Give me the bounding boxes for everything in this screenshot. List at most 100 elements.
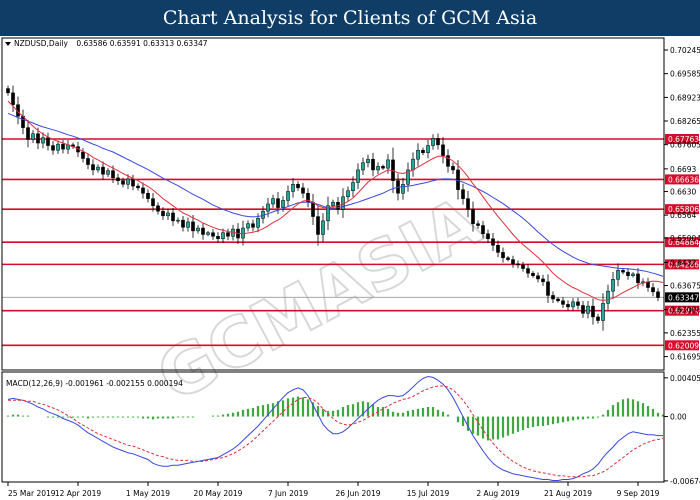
candle-bull [356, 169, 360, 183]
candle-bull [221, 232, 225, 240]
current-price-tag-label: 0.63347 [668, 293, 699, 302]
candle-bull [331, 201, 335, 207]
price-panel-label: NZDUSD,Daily 0.63586 0.63591 0.63313 0.6… [14, 39, 208, 48]
candle-bull [271, 198, 275, 205]
candle-bear [226, 232, 230, 237]
candle-bear [251, 223, 255, 228]
candle-bear [621, 270, 625, 273]
price-y-tick-label: 0.63675 [670, 282, 700, 291]
candle-bear [576, 301, 580, 306]
x-tick-label: 25 Mar 2019 [8, 489, 56, 498]
candle-bear [556, 298, 560, 302]
candle-bull [401, 184, 405, 194]
candle-bear [496, 244, 500, 253]
candle-bear [51, 145, 55, 151]
candle-bear [491, 238, 495, 246]
candle-bull [601, 303, 605, 321]
candle-bull [206, 232, 210, 235]
axes-layer: 0.70245 0.69585 0.68923 0.68265 0.67605 0.669… [1, 37, 700, 498]
level-tag-label: 0.67763 [668, 135, 699, 144]
candle-bear [466, 198, 470, 210]
candle-bear [136, 185, 140, 189]
candle-bull [431, 138, 435, 146]
candle-bear [656, 291, 660, 298]
labels-layer: NZDUSD,Daily 0.63586 0.63591 0.63313 0.6… [6, 39, 208, 388]
candle-bull [241, 227, 245, 239]
candle-bear [146, 192, 150, 199]
candle-bear [476, 223, 480, 226]
candle-bear [436, 138, 440, 146]
price-y-tick-label: 0.62355 [670, 329, 700, 338]
price-y-tick-label: 0.67605 [670, 141, 700, 150]
price-y-tick-label: 0.63006 [670, 306, 700, 315]
candle-bull [106, 170, 110, 175]
macd-y-tick-label: 0.00 [670, 413, 687, 422]
macd-y-tick-label: 0.004058 [670, 374, 700, 383]
candle-bear [581, 305, 585, 314]
x-tick-label: 2 Aug 2019 [476, 489, 519, 498]
candle-bear [311, 201, 315, 217]
candle-bear [421, 149, 425, 153]
candle-bear [276, 198, 280, 208]
candle-bull [286, 191, 290, 201]
macd-signal-line [8, 385, 664, 478]
ma-slow-line [7, 112, 664, 277]
candle-bear [486, 233, 490, 240]
macd-main-line [7, 375, 663, 481]
candle-bear [61, 143, 65, 150]
candle-bull [56, 143, 60, 151]
macd-y-tick-label: -0.006745 [670, 477, 700, 486]
x-tick-label: 9 Sep 2019 [617, 489, 660, 498]
candle-bear [456, 169, 460, 190]
candle-bear [566, 304, 570, 308]
candle-bear [596, 316, 600, 321]
level-tag-label: 0.62974 [668, 307, 699, 316]
level-tag [665, 133, 699, 144]
candle-bull [351, 182, 355, 191]
level-tag [665, 204, 699, 215]
candle-bull [41, 137, 45, 144]
candle-bear [541, 278, 545, 283]
price-y-tick-label: 0.68923 [670, 93, 700, 102]
price-y-tick-label: 0.69585 [670, 70, 700, 79]
candle-bear [46, 137, 50, 146]
candle-bear [116, 177, 120, 181]
price-y-tick-label: 0.6630 [670, 187, 696, 196]
candle-bear [36, 133, 40, 144]
candle-bull [176, 219, 180, 222]
candle-bear [141, 187, 145, 194]
candle-bear [646, 281, 650, 288]
level-tag [665, 305, 699, 316]
level-tag-label: 0.65806 [668, 205, 699, 214]
candle-bull [186, 221, 190, 228]
candle-bull [586, 305, 590, 314]
level-tag [665, 237, 699, 248]
candle-bull [416, 149, 420, 160]
candle-bear [446, 155, 450, 167]
candle-bear [301, 187, 305, 194]
candle-bear [536, 275, 540, 280]
current-price-tag [665, 292, 699, 303]
candle-bear [636, 273, 640, 284]
ma-fast-line [7, 100, 664, 301]
candle-bull [616, 270, 620, 280]
level-tag [665, 174, 699, 185]
moving-averages-layer [7, 100, 664, 301]
candle-bear [526, 268, 530, 274]
candle-bear [86, 158, 90, 165]
price-y-tick-label: 0.68265 [670, 117, 700, 126]
candle-bull [256, 218, 260, 228]
candle-bear [561, 300, 565, 305]
candle-bear [381, 166, 385, 169]
candle-bear [626, 271, 630, 276]
candle-bear [111, 170, 115, 179]
candle-bear [316, 216, 320, 235]
candle-bear [211, 232, 215, 237]
candle-bear [531, 272, 535, 276]
candle-bear [471, 209, 475, 224]
x-tick-label: 15 Jul 2019 [407, 489, 450, 498]
candle-bear [11, 92, 15, 105]
candle-bull [376, 166, 380, 171]
candle-bear [481, 225, 485, 235]
price-y-tick-label: 0.6564 [670, 211, 696, 220]
